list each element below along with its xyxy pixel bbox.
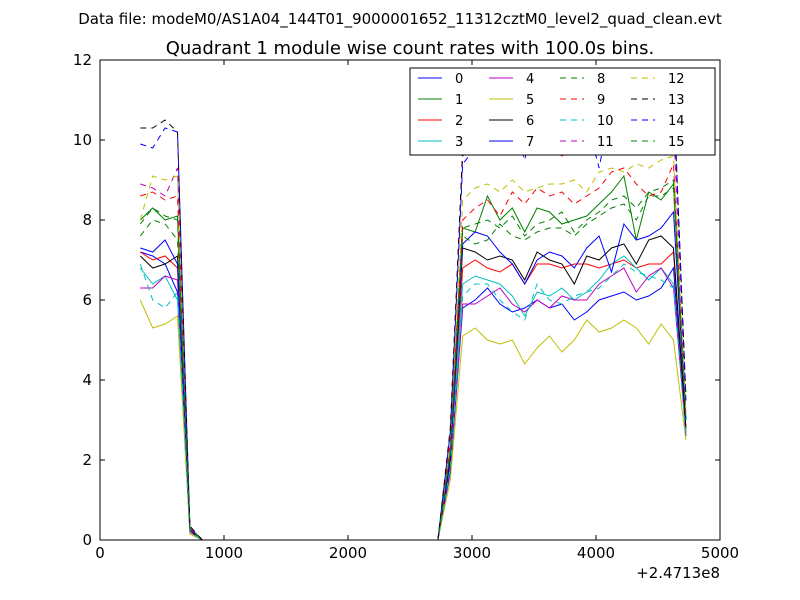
legend-label-0: 0 — [455, 72, 463, 87]
legend-label-6: 6 — [526, 114, 534, 129]
series-line-2 — [140, 250, 687, 541]
legend-label-5: 5 — [526, 93, 534, 108]
x-tick-label: 5000 — [701, 544, 739, 562]
series-line-1 — [139, 174, 687, 541]
legend-label-13: 13 — [668, 93, 685, 108]
y-tick-label: 10 — [73, 131, 92, 149]
y-tick-label: 8 — [82, 211, 92, 229]
series-line-11 — [140, 123, 687, 541]
legend-label-10: 10 — [597, 114, 614, 129]
legend-label-4: 4 — [526, 72, 534, 87]
series-line-10 — [139, 263, 687, 541]
y-tick-label: 4 — [82, 371, 92, 389]
y-tick-label: 0 — [82, 531, 92, 549]
legend-label-15: 15 — [668, 135, 685, 150]
series-line-7 — [140, 210, 687, 541]
legend-label-11: 11 — [597, 135, 614, 150]
legend-label-8: 8 — [597, 72, 605, 87]
series-line-8 — [139, 187, 687, 541]
y-tick-label: 12 — [73, 51, 92, 69]
chart-supertitle: Data file: modeM0/AS1A04_144T01_90000016… — [78, 10, 722, 29]
series-line-14 — [140, 87, 687, 541]
series-line-4 — [140, 267, 687, 541]
legend-label-3: 3 — [455, 135, 463, 150]
x-tick-label: 1000 — [205, 544, 243, 562]
x-tick-label: 2000 — [329, 544, 367, 562]
x-offset-label: +2.4713e8 — [636, 564, 720, 582]
y-tick-label: 2 — [82, 451, 92, 469]
series-line-15 — [139, 179, 687, 541]
series-line-5 — [139, 299, 687, 541]
series-line-6 — [139, 235, 687, 541]
legend-label-2: 2 — [455, 114, 463, 129]
chart-title: Quadrant 1 module wise count rates with … — [166, 38, 655, 59]
series-line-13 — [140, 90, 687, 541]
x-tick-label: 0 — [95, 544, 105, 562]
legend-label-9: 9 — [597, 93, 605, 108]
series-line-0 — [140, 251, 687, 541]
legend-label-12: 12 — [668, 72, 685, 87]
x-tick-label: 3000 — [453, 544, 491, 562]
series-line-12 — [139, 155, 687, 541]
legend-label-7: 7 — [526, 135, 534, 150]
y-tick-label: 6 — [82, 291, 92, 309]
x-tick-label: 4000 — [577, 544, 615, 562]
series-layer — [139, 87, 687, 541]
series-line-9 — [140, 163, 687, 541]
legend-label-14: 14 — [668, 114, 685, 129]
legend-label-1: 1 — [455, 93, 463, 108]
